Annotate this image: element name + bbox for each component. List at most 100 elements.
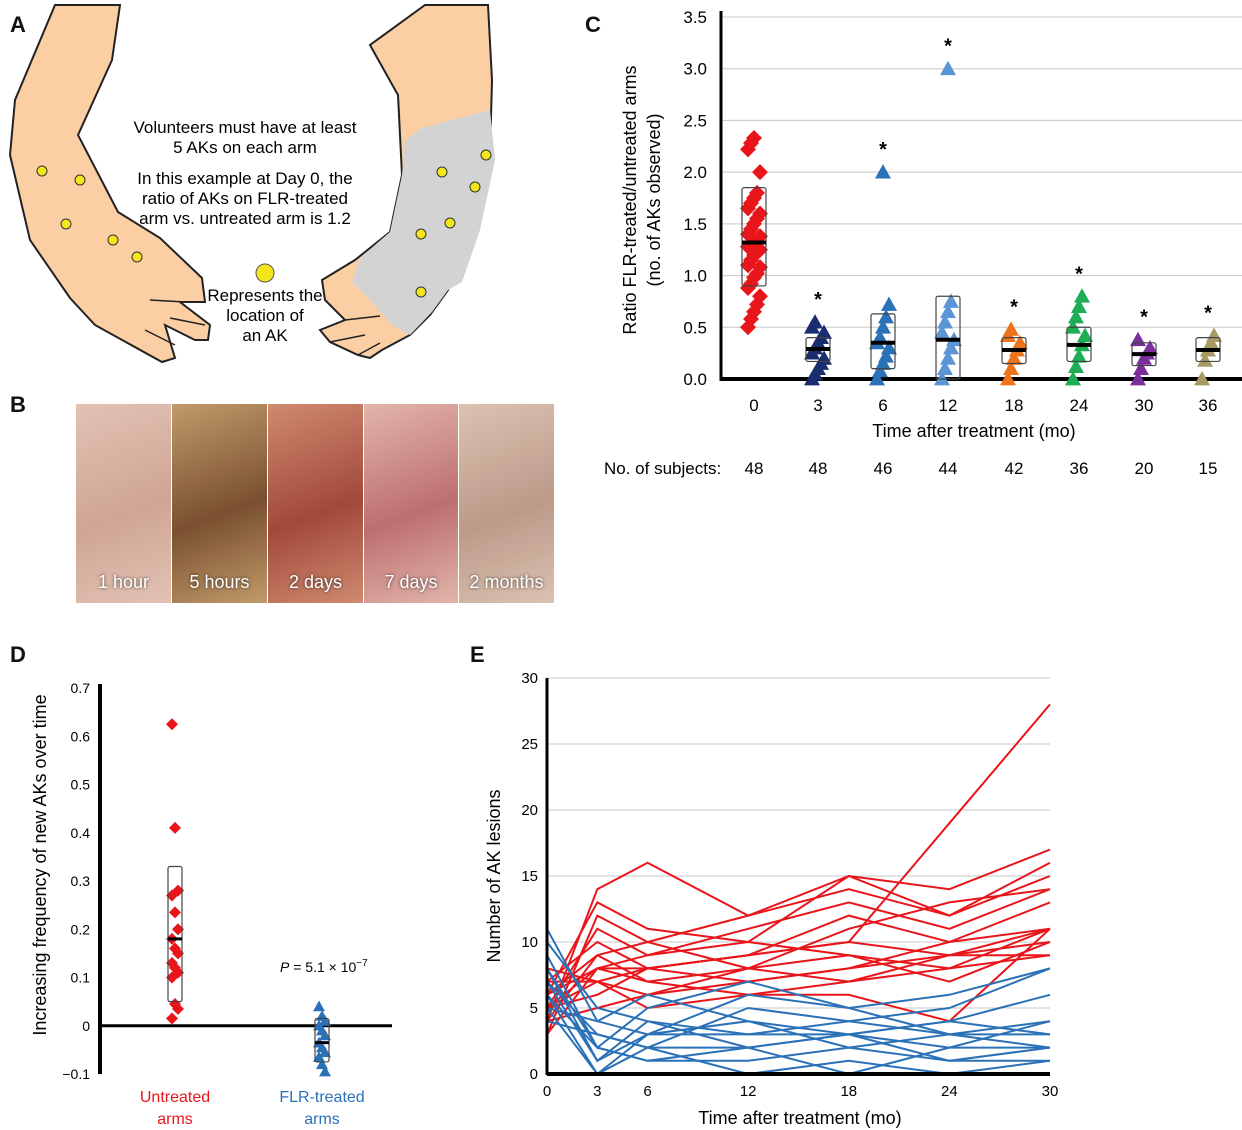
chart-c-point <box>1133 360 1149 376</box>
chart-d-point <box>172 923 184 936</box>
chart-d-ytick: 0.7 <box>71 680 91 696</box>
chart-e-ytick: 20 <box>521 802 538 819</box>
chart-d-point <box>166 957 178 970</box>
chart-c-point <box>1000 371 1016 386</box>
panel-letter-a: A <box>10 12 26 37</box>
chart-d-group-label: FLR-treated <box>279 1089 364 1106</box>
chart-c-point <box>1003 321 1019 336</box>
panel-a-illustration: Volunteers must have at least 5 AKs on e… <box>8 4 495 364</box>
chart-c-point <box>752 205 768 222</box>
chart-d-ytick: 0.5 <box>71 777 91 793</box>
instruction-line-5: arm vs. untreated arm is 1.2 <box>139 209 351 228</box>
ak-legend-dot <box>255 263 275 283</box>
chart-c-point <box>943 293 959 308</box>
chart-e-xtick: 0 <box>543 1083 551 1100</box>
chart-d-point <box>319 1029 331 1041</box>
chart-e-xtick: 3 <box>593 1083 601 1100</box>
chart-c-ytick: 2.5 <box>683 111 707 130</box>
treated-area <box>352 110 495 335</box>
chart-d-point <box>319 1046 331 1058</box>
chart-c-point <box>1197 352 1213 367</box>
chart-c-xtick: 36 <box>1199 396 1218 415</box>
chart-c-point <box>872 362 888 378</box>
chart-c-point <box>881 339 897 355</box>
chart-c-point <box>1206 327 1222 342</box>
left-arm <box>8 4 212 364</box>
chart-e-xtick: 18 <box>840 1083 857 1100</box>
chart-e-series-line <box>546 993 1051 1036</box>
chart-d-point <box>172 884 184 897</box>
chart-c-point <box>1065 319 1081 334</box>
panel-letter-c: C <box>585 12 601 37</box>
chart-c-point <box>752 164 768 181</box>
chart-c-point <box>1065 371 1081 386</box>
photo-label: 7 days <box>384 572 438 592</box>
chart-c-point <box>1142 339 1158 355</box>
ak-dot <box>36 165 48 177</box>
chart-c-subject-count: 42 <box>1005 459 1024 478</box>
chart-c-point <box>940 350 956 365</box>
photo-1-hour: 1 hour <box>76 404 171 603</box>
chart-c-significance: * <box>944 36 952 58</box>
chart-e-series-line <box>546 888 1051 1009</box>
chart-c-box <box>741 187 767 287</box>
chart-c-point <box>878 348 894 363</box>
chart-c-point <box>752 259 768 276</box>
chart-c-point <box>752 288 768 305</box>
chart-c-subject-count: 20 <box>1135 459 1154 478</box>
chart-c-point <box>875 355 891 370</box>
chart-d-group-label: arms <box>157 1111 193 1128</box>
chart-c-point <box>878 308 894 324</box>
instruction-line-2: 5 AKs on each arm <box>173 138 317 157</box>
ak-dot <box>469 181 481 193</box>
chart-c-point <box>869 371 885 386</box>
chart-c-xtick: 30 <box>1135 396 1154 415</box>
chart-c-subject-count: 48 <box>745 459 764 478</box>
photo-7-days: 7 days <box>364 404 458 603</box>
panel-letter-b: B <box>10 392 26 417</box>
chart-d-point <box>319 1065 331 1077</box>
chart-c-point <box>1203 334 1219 350</box>
chart-c-point <box>1068 358 1084 373</box>
chart-e-ytick: 10 <box>521 934 538 951</box>
photo-5-hours: 5 hours <box>172 404 267 603</box>
chart-d-ytick: 0.4 <box>71 825 91 841</box>
chart-c-ytick: 3.0 <box>683 60 707 79</box>
chart-c-point <box>1012 334 1028 350</box>
chart-e-xtick: 6 <box>643 1083 651 1100</box>
chart-c-xtick: 0 <box>749 396 758 415</box>
chart-c-point <box>1130 371 1146 386</box>
chart-e-xlabel: Time after treatment (mo) <box>698 1108 901 1128</box>
photo-label: 5 hours <box>189 572 250 592</box>
chart-e-xtick: 30 <box>1042 1083 1059 1100</box>
chart-c-point <box>881 296 897 311</box>
chart-d-point <box>166 889 178 902</box>
panel-letter-e: E <box>470 642 485 667</box>
chart-e-ytick: 5 <box>530 1000 538 1017</box>
chart-d-p-value: P = 5.1 × 10−7 <box>280 958 368 975</box>
chart-c-point <box>1071 348 1087 363</box>
chart-c-point <box>743 252 759 269</box>
chart-d-ytick: 0 <box>82 1018 90 1034</box>
chart-e-xtick: 12 <box>740 1083 757 1100</box>
chart-c-ytick: 0.0 <box>683 370 707 389</box>
chart-e-ytick: 30 <box>521 670 538 687</box>
ak-dot <box>415 286 427 298</box>
chart-d-point <box>319 1014 331 1026</box>
chart-d: Increasing frequency of new AKs over tim… <box>30 680 392 1128</box>
chart-c-point <box>746 130 762 147</box>
chart-e-ytick: 15 <box>521 868 538 885</box>
chart-c-xlabel: Time after treatment (mo) <box>872 421 1075 441</box>
photo-label: 1 hour <box>97 572 150 592</box>
chart-c-xtick: 12 <box>939 396 958 415</box>
chart-e-ytick: 0 <box>530 1066 538 1083</box>
chart-c-point <box>749 184 765 201</box>
chart-d-point <box>313 1000 325 1012</box>
ak-dot <box>74 174 86 186</box>
chart-c-outlier <box>940 60 956 76</box>
ak-dot <box>107 234 119 246</box>
chart-d-group-label: arms <box>304 1111 340 1128</box>
chart-c-subject-count: 44 <box>939 459 958 478</box>
chart-e: Number of AK lesions Time after treatmen… <box>484 670 1059 1128</box>
chart-d-ylabel: Increasing frequency of new AKs over tim… <box>30 694 50 1035</box>
